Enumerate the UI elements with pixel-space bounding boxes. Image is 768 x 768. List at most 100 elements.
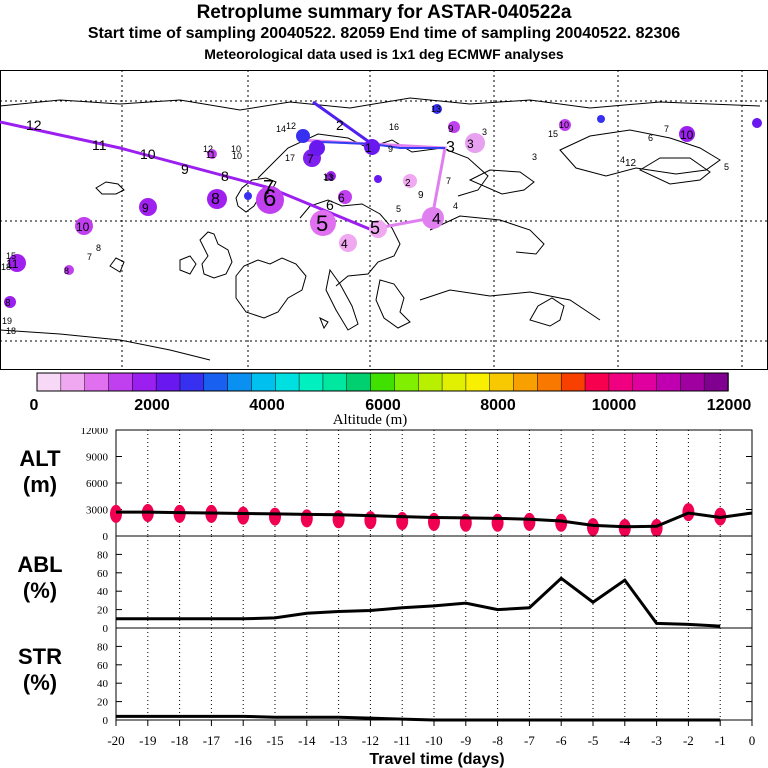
- cluster-circle: [139, 198, 157, 216]
- east-branch-trajectory: [319, 141, 445, 149]
- cluster-circle: [75, 217, 93, 235]
- x-tick-label: -20: [107, 733, 124, 748]
- cluster-circle: [369, 220, 387, 238]
- x-tick-label: -2: [683, 733, 694, 748]
- cluster-label: 13: [324, 173, 334, 183]
- panel-ylabel: (%): [23, 670, 57, 695]
- x-tick-label: -14: [298, 733, 316, 748]
- cluster-circle: [256, 186, 284, 214]
- cluster-label: 7: [446, 176, 451, 186]
- y-tick-label: 6000: [86, 478, 109, 490]
- altitude-cluster-point: [364, 511, 377, 530]
- cluster-label: 4: [341, 237, 348, 251]
- cluster-label: 18: [6, 326, 16, 336]
- colorbar-cell: [203, 372, 229, 392]
- cluster-circle: [679, 126, 695, 142]
- x-tick-label: -11: [394, 733, 411, 748]
- panel-alt: 0 3000 6000 9000 12000 ALT(m): [19, 428, 753, 543]
- altitude-cluster-point: [491, 513, 504, 532]
- cluster-circle: [244, 192, 252, 200]
- cluster-circle: [8, 254, 26, 272]
- cluster-label: 4: [620, 155, 625, 165]
- cluster-label: 5: [724, 162, 729, 172]
- north-trajectory: [312, 100, 373, 146]
- traj-label: 7: [263, 177, 274, 199]
- colorbar-cells: [36, 372, 729, 392]
- colorbar-cell: [370, 372, 396, 392]
- colorbar-title: Altitude (m): [333, 412, 408, 428]
- cluster-label: 8: [5, 298, 11, 309]
- y-tick-label: 40: [97, 678, 109, 690]
- panel-title: ALT: [19, 446, 61, 471]
- colorbar-cell: [584, 372, 610, 392]
- colorbar-tick-label: 8000: [480, 397, 516, 414]
- cluster-label: 11: [6, 257, 19, 271]
- colorbar-cell: [465, 372, 491, 392]
- colorbar-cell: [489, 372, 515, 392]
- colorbar-cell: [36, 372, 62, 392]
- cluster-label: 10: [231, 144, 241, 154]
- x-tick-label: -10: [425, 733, 442, 748]
- colorbar-cell: [394, 372, 419, 392]
- cluster-label: 9: [418, 190, 424, 201]
- y-tick-label: 0: [103, 623, 109, 635]
- altitude-cluster-point: [396, 511, 409, 530]
- cluster-circle: [309, 140, 325, 156]
- cluster-circle: [296, 129, 310, 143]
- traj-label: 3: [446, 139, 455, 156]
- cluster-circle: [338, 190, 352, 204]
- x-tick-label: -17: [203, 733, 221, 748]
- cluster-circle: [4, 296, 16, 308]
- colorbar-tick-label: 4000: [249, 397, 285, 414]
- colorbar-cell: [84, 372, 110, 392]
- y-tick-label: 3000: [86, 505, 109, 517]
- traj-label: 4: [432, 211, 441, 228]
- series-line-alt: [116, 510, 753, 529]
- cluster-label: 1: [365, 141, 372, 155]
- colorbar-cell: [251, 372, 277, 392]
- cluster-label: 12: [286, 121, 296, 131]
- y-tick-label: 80: [97, 549, 109, 561]
- cluster-circle: [559, 119, 571, 131]
- cluster-label: 9: [448, 124, 454, 135]
- altitude-cluster-point: [587, 518, 599, 537]
- cluster-label: 3: [467, 137, 474, 151]
- traj-label: 9: [181, 161, 189, 177]
- cluster-circle: [310, 210, 336, 236]
- cluster-label: 11: [206, 150, 215, 160]
- cluster-label: 6: [263, 185, 276, 212]
- time-series-panels: 030006000900012000ALT(m)020406080ABL(%)0…: [17, 428, 755, 768]
- colorbar-cell: [132, 372, 157, 392]
- colorbar-frame: [36, 372, 729, 392]
- colorbar-cell: [632, 372, 658, 392]
- colorbar-cell: [417, 372, 443, 392]
- cluster-label: 6: [648, 133, 653, 143]
- cluster-label: 9: [142, 201, 149, 215]
- panel-ylabel: (m): [23, 472, 57, 497]
- x-tick-label: -5: [588, 733, 599, 748]
- cluster-label: 15: [548, 129, 558, 139]
- cluster-label: 10: [559, 120, 569, 130]
- cluster-label: 8: [64, 266, 69, 276]
- altitude-cluster-point: [110, 504, 122, 523]
- cluster-circle: [465, 133, 485, 153]
- cluster-circle: [403, 174, 417, 188]
- panel-frame: [115, 535, 753, 629]
- x-tick-label: -13: [330, 733, 347, 748]
- cluster-label: 12: [203, 144, 213, 154]
- y-tick-label: 60: [97, 660, 109, 672]
- colorbar-cell: [680, 372, 705, 392]
- traj-label: 5: [370, 218, 380, 238]
- cluster-label: 19: [2, 316, 12, 326]
- cluster-label: 5: [396, 204, 401, 214]
- colorbar-tick-label: 6000: [365, 397, 401, 414]
- traj-label: 6: [326, 197, 334, 213]
- colorbar-cell: [560, 372, 586, 392]
- y-tick-label: 20: [97, 605, 109, 617]
- cluster-label: 7: [307, 152, 314, 166]
- colorbar-cell: [656, 372, 682, 392]
- x-axis-label: Travel time (days): [369, 751, 504, 768]
- trajectory-lines: [0, 100, 447, 232]
- traj-label: 12: [26, 117, 42, 133]
- cluster-label: 4: [453, 201, 458, 211]
